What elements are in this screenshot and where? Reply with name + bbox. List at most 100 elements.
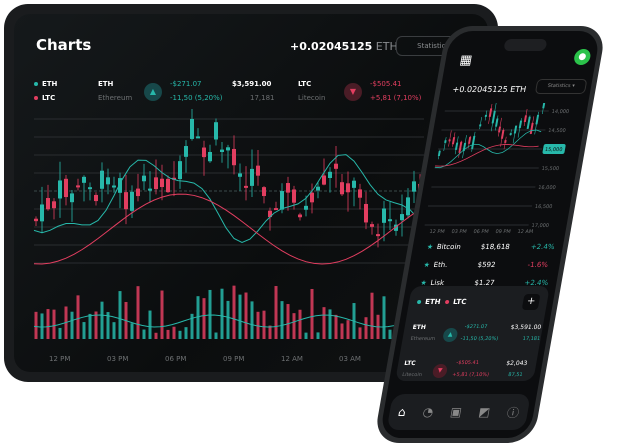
candle	[304, 205, 308, 210]
coin-volume: 17,181	[522, 336, 541, 342]
volume-bar	[76, 295, 80, 339]
star-icon[interactable]: ★	[422, 261, 431, 269]
coin-volume: 87,51	[507, 372, 524, 378]
candle	[94, 194, 98, 202]
x-axis-label: 06 PM	[473, 229, 489, 235]
candle	[40, 204, 44, 222]
pie-chart-icon[interactable]: ◔	[421, 405, 435, 419]
candle	[142, 175, 146, 182]
balance: +0.02045125 ETH	[290, 40, 398, 53]
candle	[202, 147, 206, 158]
coin-change: -$271.07	[464, 324, 488, 330]
candle	[178, 161, 182, 180]
x-axis-label: 03 PM	[107, 355, 128, 363]
candle	[513, 125, 518, 134]
down-arrow-icon: ▼	[431, 364, 449, 378]
volume-bar	[346, 320, 350, 339]
candle	[523, 115, 528, 123]
watchlist-change: +2.4%	[530, 243, 556, 251]
volume-bar	[358, 327, 362, 339]
down-arrow-icon: ▼	[344, 83, 362, 101]
candle	[184, 146, 188, 157]
candle	[70, 193, 74, 203]
wallet-icon[interactable]: ▣	[449, 405, 463, 419]
candle	[268, 210, 272, 218]
chart-icon[interactable]: ◩	[477, 405, 492, 419]
statistics-dropdown[interactable]: Statistics ▾	[534, 79, 588, 94]
candle	[406, 197, 410, 216]
coin-change-pct: -11,50 (5,20%)	[170, 94, 223, 102]
candle	[208, 151, 212, 162]
candle	[148, 188, 152, 191]
home-icon[interactable]: ⌂	[396, 405, 408, 419]
watchlist-name: Bitcoin	[436, 243, 462, 251]
legend-ltc[interactable]: LTC	[34, 94, 55, 102]
coin-symbol: ETH	[411, 324, 427, 331]
candle	[250, 168, 254, 186]
up-arrow-icon: ▲	[144, 83, 162, 101]
candle	[509, 133, 512, 136]
candle	[82, 176, 86, 183]
candle	[34, 218, 38, 222]
dynamic-island	[503, 39, 548, 51]
candle	[495, 118, 499, 127]
volume-bar	[214, 332, 218, 339]
volume-bar	[88, 313, 92, 339]
x-axis-label: 06 PM	[165, 355, 186, 363]
candle	[468, 136, 472, 144]
candle	[328, 171, 332, 178]
coin-change-pct: -11,50 (5,20%)	[460, 336, 499, 342]
grid-menu-icon[interactable]: ▦	[458, 53, 474, 68]
volume-bar	[268, 325, 272, 339]
candle	[529, 122, 534, 134]
volume-bar	[94, 311, 98, 339]
candle	[542, 103, 547, 109]
phone-candlestick-chart[interactable]: 14,000 14,500 15,000 15,500 16,000 16,500 17,0…	[415, 103, 588, 235]
coin-change: -$505.41	[455, 360, 480, 366]
candle-wick	[503, 136, 507, 150]
volume-bar	[274, 286, 278, 339]
star-icon[interactable]: ★	[426, 243, 434, 251]
candle	[451, 137, 456, 145]
candle-wick	[541, 103, 547, 114]
legend-eth[interactable]: ETH	[34, 80, 57, 88]
volume-bar	[286, 304, 290, 339]
volume-bar	[292, 313, 296, 339]
volume-bar	[52, 309, 56, 339]
candle	[244, 185, 248, 188]
candle	[448, 139, 451, 142]
coin-symbol: LTC	[298, 80, 312, 88]
candle	[400, 214, 404, 221]
coin-name: Litecoin	[298, 94, 326, 102]
candle	[190, 118, 194, 139]
candle	[334, 163, 338, 169]
candle-wick	[479, 117, 482, 130]
candle	[58, 180, 62, 199]
candle	[370, 224, 374, 227]
info-icon[interactable]: ⓘ	[505, 405, 521, 420]
legend-ltc[interactable]: LTC	[444, 298, 467, 306]
volume-bar	[202, 298, 206, 339]
volume-bar	[238, 294, 242, 339]
volume-bar	[316, 332, 320, 339]
candle-wick	[448, 130, 452, 147]
legend-eth[interactable]: ETH	[416, 298, 441, 306]
volume-bar	[40, 313, 44, 339]
volume-bar	[322, 307, 326, 339]
volume-bar	[130, 323, 134, 339]
volume-bar	[250, 301, 254, 339]
volume-bar	[100, 301, 104, 339]
avatar[interactable]: ●	[572, 49, 592, 65]
candle	[526, 116, 531, 129]
candle	[88, 187, 92, 190]
volume-bar	[304, 332, 308, 339]
volume-bar	[166, 329, 170, 339]
candle	[444, 140, 447, 143]
candle	[46, 198, 50, 210]
volume-bar	[118, 291, 122, 339]
y-axis-label: 15,000	[544, 147, 562, 153]
candle	[286, 183, 290, 193]
add-button[interactable]: +	[521, 294, 541, 310]
watchlist-price: $18,618	[480, 243, 511, 251]
volume-bar	[220, 288, 224, 339]
